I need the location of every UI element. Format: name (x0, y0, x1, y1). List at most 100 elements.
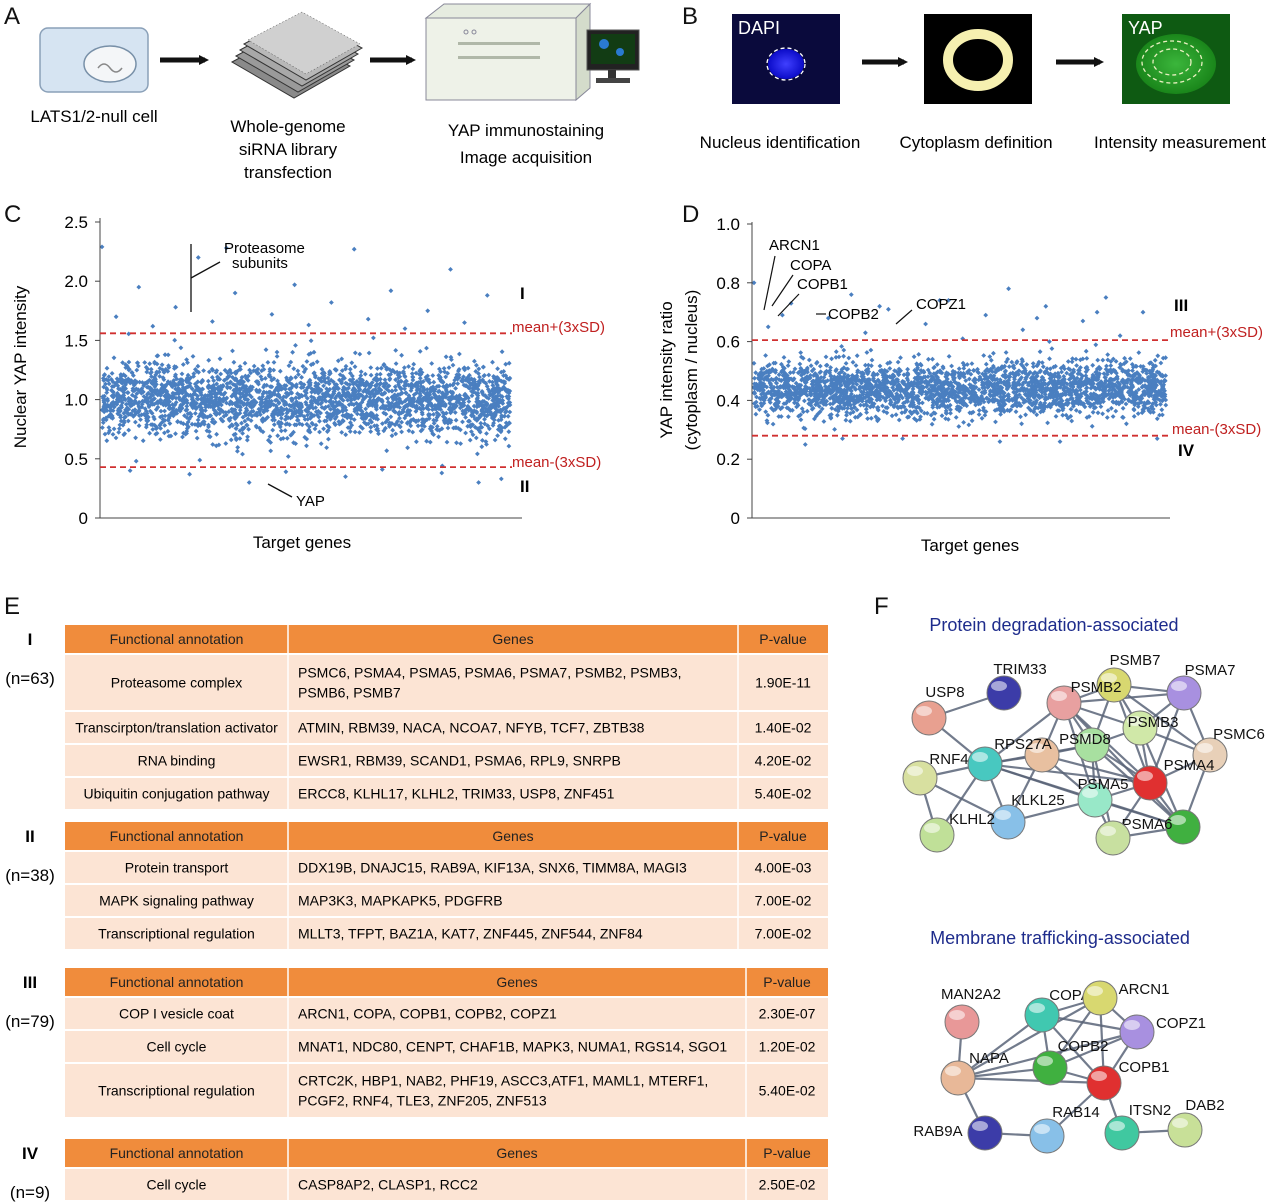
scatter-point (430, 373, 436, 378)
scatter-point (162, 352, 168, 358)
y-tick-label: 0.5 (64, 450, 88, 469)
scatter-point (1045, 420, 1051, 426)
y-tick-label: 1.0 (64, 391, 88, 410)
scatter-point (268, 448, 274, 454)
scatter-point (374, 413, 380, 418)
scatter-point (981, 353, 987, 358)
scatter-point (465, 365, 471, 371)
scatter-point (390, 427, 396, 433)
scatter-point (251, 363, 257, 369)
scatter-point (368, 392, 373, 398)
scatter-point (801, 398, 807, 404)
scatter-point (929, 421, 935, 427)
outlier-point (292, 282, 298, 288)
scatter-point (382, 377, 388, 383)
scatter-point (492, 437, 498, 443)
scatter-point (323, 398, 329, 404)
outlier-point (232, 290, 238, 296)
proteasome-pointer (190, 261, 221, 279)
scatter-point (172, 337, 178, 343)
scatter-point (401, 365, 407, 371)
outlier-point (127, 468, 133, 474)
scatter-point (898, 355, 903, 361)
scatter-point (393, 361, 399, 367)
scatter-point (352, 364, 358, 370)
scatter-point (268, 440, 274, 445)
y-tick-label: 2.5 (64, 213, 88, 232)
outlier-point (173, 304, 179, 310)
scatter-point (410, 366, 416, 372)
scatter-point (278, 415, 284, 421)
outlier-point (306, 322, 312, 328)
scatter-point (1037, 349, 1043, 355)
scatter-point (133, 435, 139, 441)
scatter-point (916, 351, 922, 357)
scatter-point (503, 361, 509, 367)
scatter-point (474, 451, 480, 457)
scatter-point (162, 408, 168, 414)
scatter-point (1060, 412, 1066, 418)
scatter-point (104, 365, 110, 371)
scatter-point (240, 430, 246, 436)
scatter-point (949, 363, 955, 369)
scatter-point (116, 426, 122, 432)
scatter-point (753, 411, 759, 417)
scatter-point (479, 444, 485, 450)
scatter-point (304, 443, 309, 449)
scatter-point (368, 429, 374, 435)
scatter-point (786, 359, 792, 365)
scatter-point (863, 406, 869, 412)
scatter-point (956, 366, 962, 372)
scatter-point (211, 382, 217, 388)
scatter-point (844, 409, 850, 415)
plate-stack-icon (230, 11, 364, 99)
scatter-point (282, 428, 288, 433)
scatter-point (877, 363, 883, 369)
yap-pointer (267, 483, 293, 498)
caption-b-step1: Nucleus identification (700, 133, 861, 152)
caption-a-step3-line1: YAP immunostaining (448, 121, 604, 140)
scatter-point (352, 429, 358, 435)
scatter-point (480, 364, 486, 370)
scatter-point (193, 428, 199, 434)
caption-b-step3: Intensity measurement (1094, 133, 1266, 152)
scatter-point (321, 426, 327, 432)
scatter-point (126, 359, 132, 365)
scatter-point (443, 354, 449, 360)
scatter-point (165, 352, 171, 358)
scatter-point (798, 350, 804, 356)
scatter-point (130, 408, 136, 414)
scatter-point (499, 349, 505, 355)
scatter-point (242, 360, 248, 366)
scatter-point (116, 429, 122, 435)
scatter-point (417, 348, 423, 354)
scatter-point (486, 372, 492, 378)
scatter-point (966, 422, 972, 428)
scatter-point (148, 366, 154, 372)
outlier-point (246, 480, 252, 485)
scatter-point (270, 427, 276, 433)
scatter-point (231, 432, 237, 438)
scatter-point (785, 363, 791, 369)
region-label-ii: II (520, 477, 529, 496)
scatter-point (374, 366, 380, 371)
panel-d: D 00.20.40.60.81.0 YAP intensity ratio (… (657, 201, 1263, 555)
scatter-point (324, 445, 330, 451)
scatter-point (304, 436, 310, 442)
upper-threshold-label-c: mean+(3xSD) (512, 319, 605, 336)
scatter-point (456, 351, 462, 357)
outlier-point (136, 284, 142, 290)
scatter-point (413, 439, 419, 445)
scatter-point (265, 359, 271, 365)
scatter-point (1074, 363, 1080, 368)
scatter-point (165, 428, 171, 434)
scatter-point (409, 371, 415, 377)
scatter-point (126, 427, 132, 433)
scatter-point (304, 402, 309, 407)
scatter-point (431, 379, 437, 385)
scatter-point (217, 356, 223, 362)
scatter-point (349, 360, 355, 366)
scatter-point (417, 375, 423, 381)
scatter-point (979, 415, 985, 421)
scatter-point (1104, 415, 1110, 420)
